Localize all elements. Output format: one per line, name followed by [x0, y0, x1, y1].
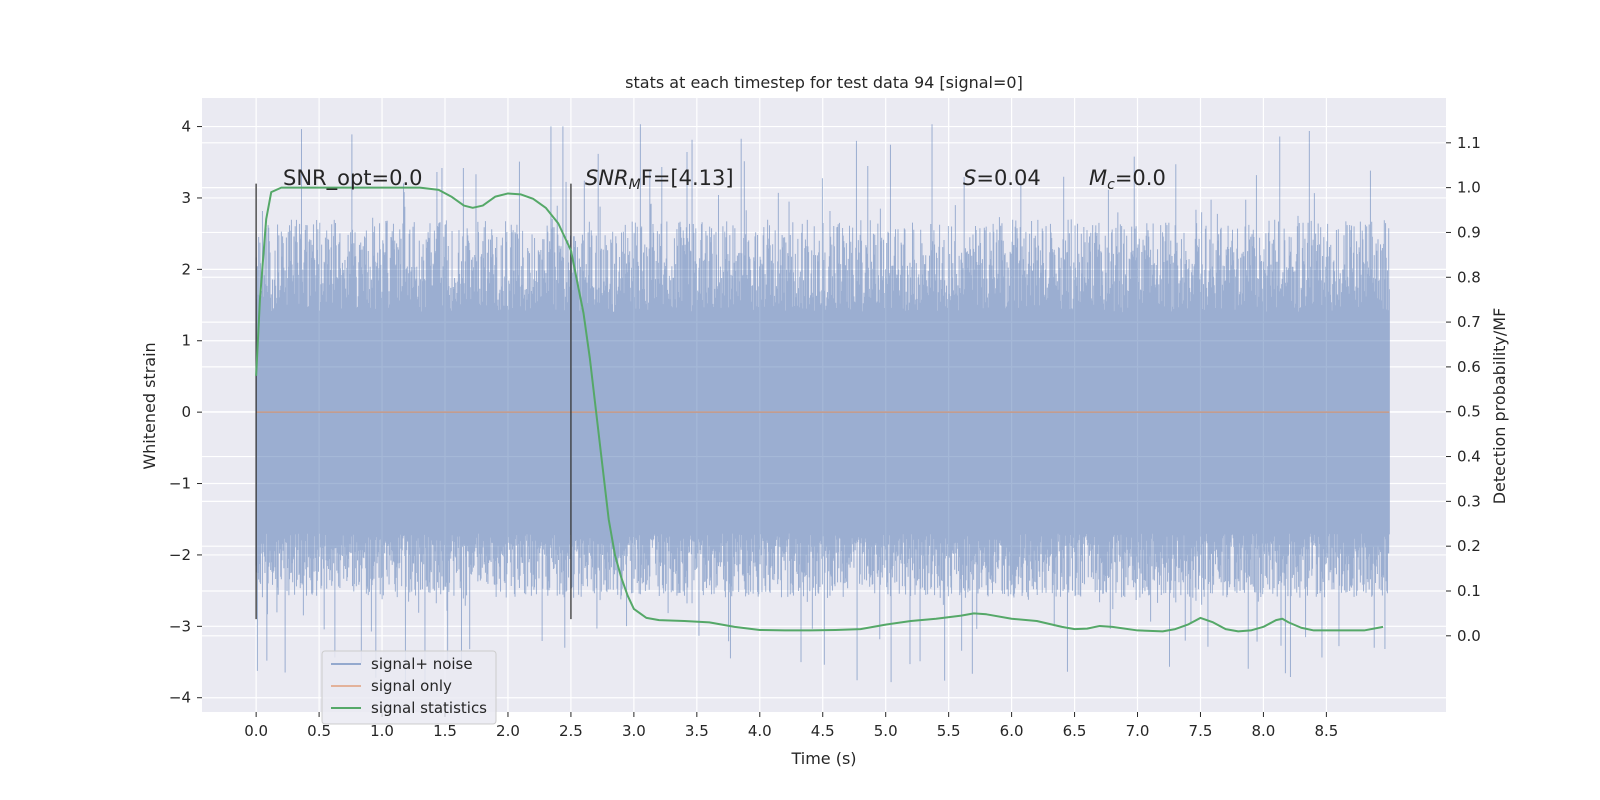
y-tick-label: 3 — [181, 189, 191, 207]
y2-tick-label: 0.6 — [1457, 358, 1481, 376]
y-tick-label: −4 — [169, 689, 191, 707]
legend-label-signal-noise: signal+ noise — [371, 655, 473, 673]
x-tick-label: 3.5 — [685, 722, 709, 740]
x-tick-label: 3.0 — [622, 722, 646, 740]
chart-title: stats at each timestep for test data 94 … — [625, 73, 1023, 92]
y2-tick-label: 1.0 — [1457, 179, 1481, 197]
y-tick-label: 1 — [181, 332, 191, 350]
y2-tick-label: 0.1 — [1457, 582, 1481, 600]
x-tick-label: 6.0 — [1000, 722, 1024, 740]
y2-axis-label: Detection probability/MF — [1490, 308, 1509, 505]
s-main: S — [963, 166, 976, 190]
y2-tick-label: 0.9 — [1457, 223, 1481, 241]
y-tick-label: 2 — [181, 260, 191, 278]
x-tick-label: 4.0 — [748, 722, 772, 740]
signal-statistics-series — [255, 186, 1384, 633]
x-tick-label: 0.5 — [307, 722, 331, 740]
y2-tick-label: 1.1 — [1457, 134, 1481, 152]
y-tick-label: −2 — [169, 546, 191, 564]
y-tick-label: −1 — [169, 475, 191, 493]
y-axis-label: Whitened strain — [140, 342, 159, 469]
vertical-markers — [255, 183, 572, 620]
s-rest: =0.04 — [976, 166, 1040, 190]
x-tick-label: 6.5 — [1063, 722, 1087, 740]
y-tick-label: 4 — [181, 118, 191, 136]
annotation-mc: Mc=0.0 — [1089, 166, 1166, 193]
y2-tick-label: 0.7 — [1457, 313, 1481, 331]
x-tick-label: 8.5 — [1314, 722, 1338, 740]
mc-rest: =0.0 — [1115, 166, 1166, 190]
y2-tick-label: 0.5 — [1457, 403, 1481, 421]
annotation-snr-opt: SNR_opt=0.0 — [283, 166, 423, 191]
x-tick-label: 2.0 — [496, 722, 520, 740]
axis-ticks: 0.0 0.5 1.0 1.5 2.0 2.5 3.0 3.5 4.0 4.5 5.0 5.5 6.0 6… — [169, 118, 1481, 740]
x-axis-label: Time (s) — [790, 749, 856, 768]
y2-tick-label: 0.2 — [1457, 537, 1481, 555]
legend-label-signal-only: signal only — [371, 677, 452, 695]
x-tick-label: 5.0 — [874, 722, 898, 740]
legend-label-signal-statistics: signal statistics — [371, 699, 487, 717]
annotation-snr-mf: SNRMF=[4.13] — [585, 166, 734, 193]
x-tick-label: 1.5 — [433, 722, 457, 740]
mc-sub: c — [1107, 177, 1115, 193]
y2-tick-label: 0.8 — [1457, 268, 1481, 286]
legend-box — [321, 650, 497, 725]
snr-mf-sub: M — [629, 177, 641, 193]
x-tick-label: 5.5 — [937, 722, 961, 740]
x-tick-label: 2.5 — [559, 722, 583, 740]
signal-statistics-line — [255, 186, 1384, 633]
x-tick-label: 0.0 — [244, 722, 268, 740]
annotation-s: S=0.04 — [963, 166, 1041, 190]
y-tick-label: 0 — [181, 403, 191, 421]
x-tick-label: 1.0 — [370, 722, 394, 740]
mc-main: M — [1089, 166, 1107, 190]
snr-mf-rest: F=[4.13] — [641, 166, 734, 190]
y2-tick-label: 0.4 — [1457, 448, 1481, 466]
x-tick-label: 7.5 — [1189, 722, 1213, 740]
x-tick-label: 4.5 — [811, 722, 835, 740]
x-tick-label: 8.0 — [1251, 722, 1275, 740]
y2-tick-label: 0.3 — [1457, 492, 1481, 510]
legend: signal+ noise signal only signal statist… — [321, 650, 497, 725]
x-tick-label: 7.0 — [1126, 722, 1150, 740]
snr-mf-main: SNR — [585, 166, 629, 190]
y2-tick-label: 0.0 — [1457, 627, 1481, 645]
y-tick-label: −3 — [169, 617, 191, 635]
